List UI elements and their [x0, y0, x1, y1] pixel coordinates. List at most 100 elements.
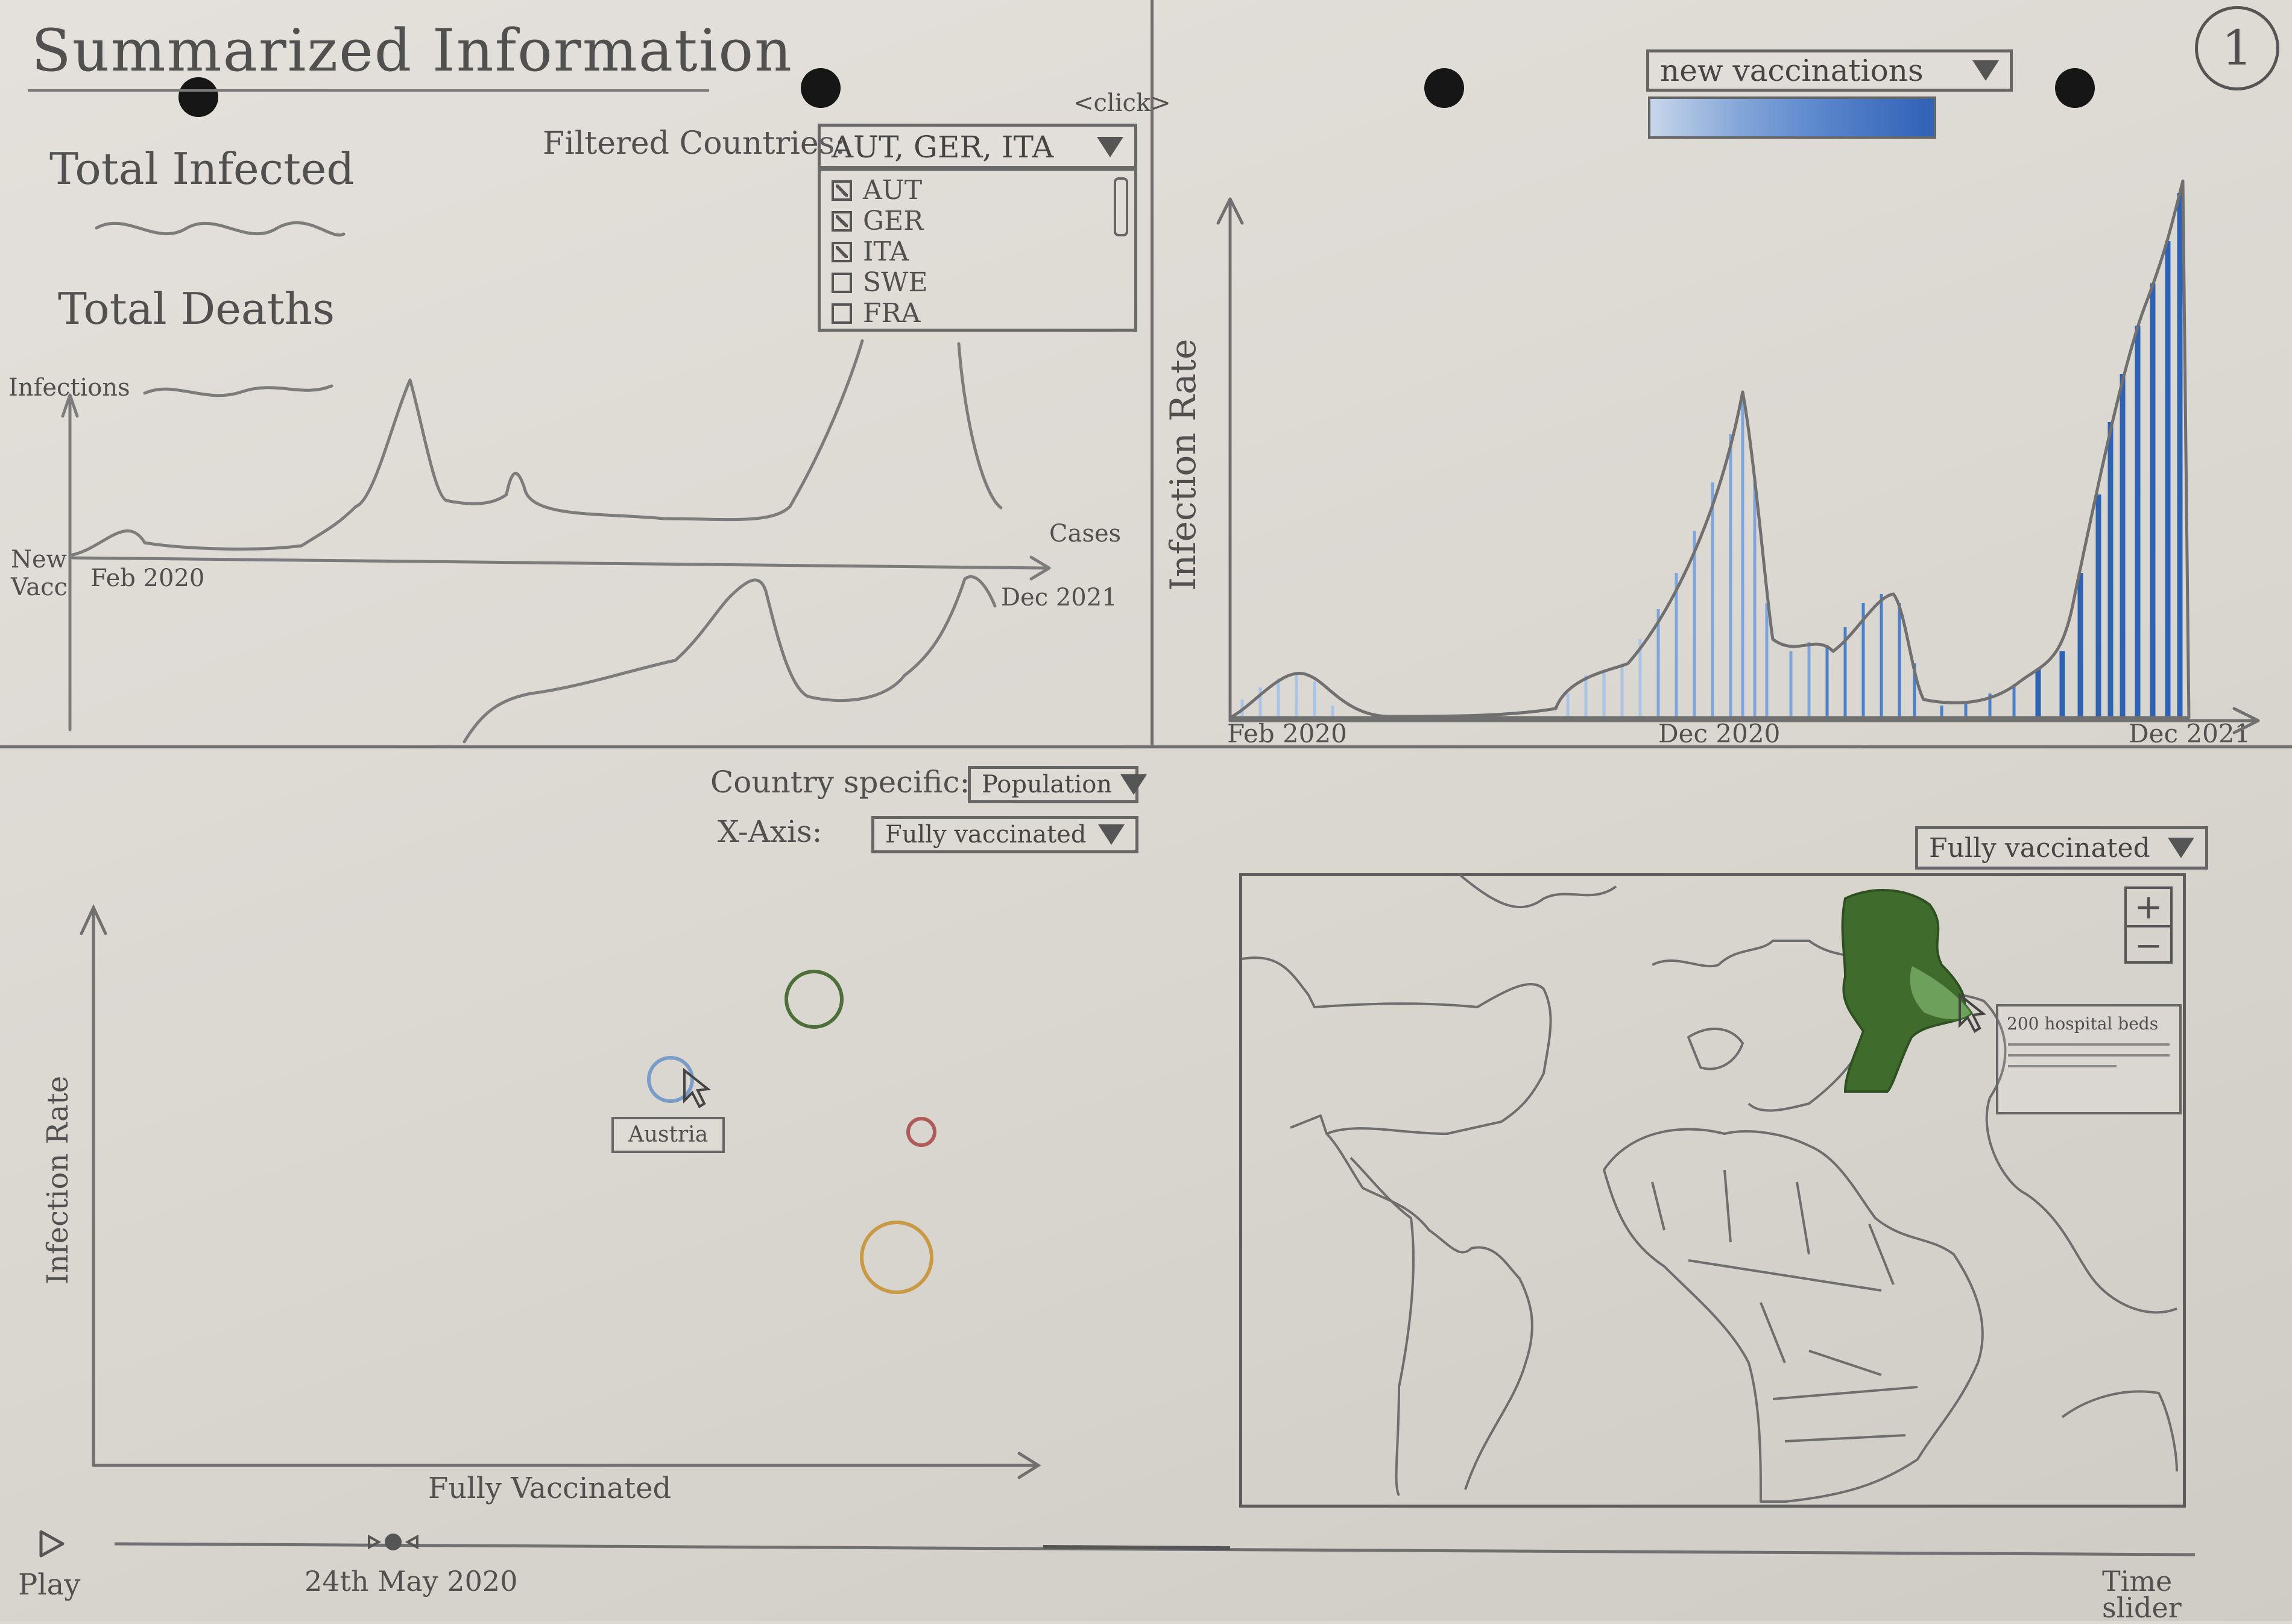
australia-outline — [2061, 1390, 2178, 1472]
new-vacc-line — [463, 575, 997, 744]
x-end-label: Dec 2021 — [1001, 584, 1117, 611]
area-chart — [1216, 179, 2260, 735]
time-slider-label: Time slider — [2102, 1565, 2182, 1624]
scatter-x-axis — [92, 1452, 1041, 1479]
americas-coast — [1325, 1133, 1533, 1490]
country-specific-label: Country specific: — [710, 765, 970, 800]
list-scrollbar[interactable] — [1114, 177, 1128, 236]
bubble-red[interactable] — [906, 1117, 936, 1147]
country-option-swe[interactable]: SWE — [832, 267, 1123, 298]
chevron-down-icon — [1120, 774, 1148, 795]
checkbox-icon[interactable] — [832, 272, 852, 293]
color-legend-bar — [1648, 96, 1936, 139]
play-label: Play — [18, 1568, 81, 1602]
total-infected-label: Total Infected — [49, 144, 355, 194]
bubble-tooltip: Austria — [611, 1117, 725, 1153]
tooltip-line — [2008, 1054, 2170, 1057]
slider-handle[interactable] — [368, 1534, 418, 1550]
mirrored-line-chart — [61, 221, 1051, 744]
total-deaths-sparkline — [143, 384, 333, 397]
x-series-label-cases: Cases — [1049, 520, 1122, 548]
chevron-down-icon — [2168, 838, 2194, 858]
checkbox-icon[interactable] — [832, 180, 852, 201]
area-x-tick-dec-2021: Dec 2021 — [2129, 719, 2251, 748]
country-specific-selected: Population — [982, 771, 1113, 798]
world-map[interactable] — [1239, 873, 2186, 1508]
highlighted-country-dark[interactable] — [1841, 889, 1966, 1093]
punch-hole — [1424, 68, 1464, 108]
cursor-icon — [683, 1067, 712, 1108]
page-title: Summarized Information — [31, 17, 793, 84]
x-axis-selected: Fully vaccinated — [885, 821, 1087, 848]
chevron-down-icon — [1098, 824, 1125, 845]
area-y-axis — [1216, 197, 1244, 722]
tooltip-line — [2008, 1065, 2117, 1067]
y-axis-label-new-vacc: New Vacc — [11, 546, 68, 601]
slider-range-marker — [1043, 1545, 1231, 1550]
african-country-borders — [1651, 1169, 1918, 1442]
country-filter-label: Filtered Countries: — [543, 125, 845, 162]
horizontal-divider — [0, 745, 2292, 748]
checkbox-icon[interactable] — [832, 303, 852, 324]
iberia-outline — [1687, 1028, 1744, 1070]
bubble-orange[interactable] — [860, 1221, 933, 1294]
north-america-outline — [1242, 956, 1552, 1135]
highlighted-country-light[interactable] — [1908, 963, 1973, 1022]
play-icon[interactable] — [39, 1530, 65, 1558]
greenland-outline — [1458, 873, 1617, 908]
map-tooltip-text: 200 hospital beds — [2007, 1014, 2159, 1034]
x-axis-dropdown[interactable]: Fully vaccinated — [871, 816, 1138, 853]
country-filter-list[interactable]: AUT GER ITA SWE FRA — [818, 166, 1137, 332]
cursor-icon — [1959, 992, 1987, 1033]
area-x-tick-dec-2020: Dec 2020 — [1658, 719, 1781, 748]
total-deaths-label: Total Deaths — [58, 283, 335, 334]
metric-dropdown[interactable]: new vaccinations — [1646, 49, 2013, 92]
x-axis — [71, 555, 1051, 581]
country-filter-dropdown[interactable]: AUT, GER, ITA — [818, 124, 1137, 171]
punch-hole — [2055, 68, 2095, 108]
tooltip-line — [2008, 1043, 2170, 1046]
map-metric-selected: Fully vaccinated — [1929, 832, 2150, 864]
country-filter-selected: AUT, GER, ITA — [832, 130, 1054, 165]
bubble-scatter — [80, 904, 1041, 1479]
checkbox-icon[interactable] — [832, 241, 852, 262]
punch-hole — [801, 68, 841, 108]
map-zoom-controls: + − — [2124, 886, 2173, 965]
map-tooltip: 200 hospital beds — [1996, 1004, 2182, 1114]
total-infected-sparkline — [95, 221, 346, 237]
zoom-out-button[interactable]: − — [2134, 926, 2163, 965]
country-specific-dropdown[interactable]: Population — [968, 766, 1148, 803]
click-hint: <click> — [1073, 89, 1171, 117]
country-option-aut[interactable]: AUT — [832, 175, 1123, 206]
bubble-austria[interactable] — [647, 1056, 694, 1103]
infections-line — [71, 339, 864, 557]
punch-hole — [178, 77, 218, 117]
area-x-axis — [1228, 707, 2260, 735]
country-option-fra[interactable]: FRA — [832, 298, 1123, 329]
metric-dropdown-selected: new vaccinations — [1660, 53, 1924, 88]
x-axis-select-label: X-Axis: — [718, 814, 822, 849]
y-axis — [61, 393, 79, 731]
x-start-label: Feb 2020 — [90, 564, 205, 592]
chevron-down-icon — [1972, 60, 1999, 81]
zoom-in-button[interactable]: + — [2127, 888, 2170, 927]
country-option-ger[interactable]: GER — [832, 206, 1123, 236]
checkbox-icon[interactable] — [832, 210, 852, 232]
page-number-badge: 1 — [2195, 6, 2279, 90]
map-metric-dropdown[interactable]: Fully vaccinated — [1915, 826, 2208, 870]
current-date-label: 24th May 2020 — [305, 1565, 518, 1597]
title-underline — [28, 89, 709, 92]
infection-area-outline — [1228, 179, 2191, 719]
vertical-divider — [1151, 0, 1154, 748]
area-x-tick-feb-2020: Feb 2020 — [1227, 719, 1347, 748]
country-option-ita[interactable]: ITA — [832, 236, 1123, 267]
scatter-y-axis — [80, 904, 107, 1467]
chevron-down-icon — [1097, 137, 1123, 157]
scatter-x-label: Fully Vaccinated — [428, 1471, 672, 1505]
asia-outline — [1887, 988, 2177, 1314]
south-america-border — [1350, 1157, 1415, 1496]
infections-line-tail — [957, 342, 1003, 510]
bubble-green[interactable] — [785, 970, 844, 1029]
